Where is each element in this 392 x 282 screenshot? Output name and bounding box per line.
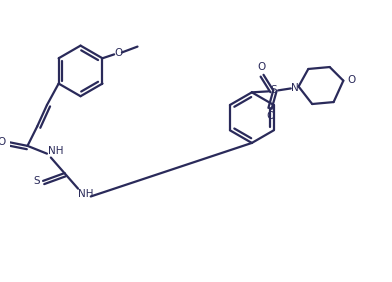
Text: O: O (0, 137, 5, 147)
Text: S: S (33, 176, 40, 186)
Text: NH: NH (78, 189, 94, 199)
Text: NH: NH (48, 146, 64, 156)
Text: O: O (114, 49, 122, 58)
Text: O: O (347, 75, 355, 85)
Text: O: O (258, 62, 266, 72)
Text: S: S (270, 85, 277, 95)
Text: N: N (291, 83, 299, 93)
Text: O: O (266, 111, 274, 121)
